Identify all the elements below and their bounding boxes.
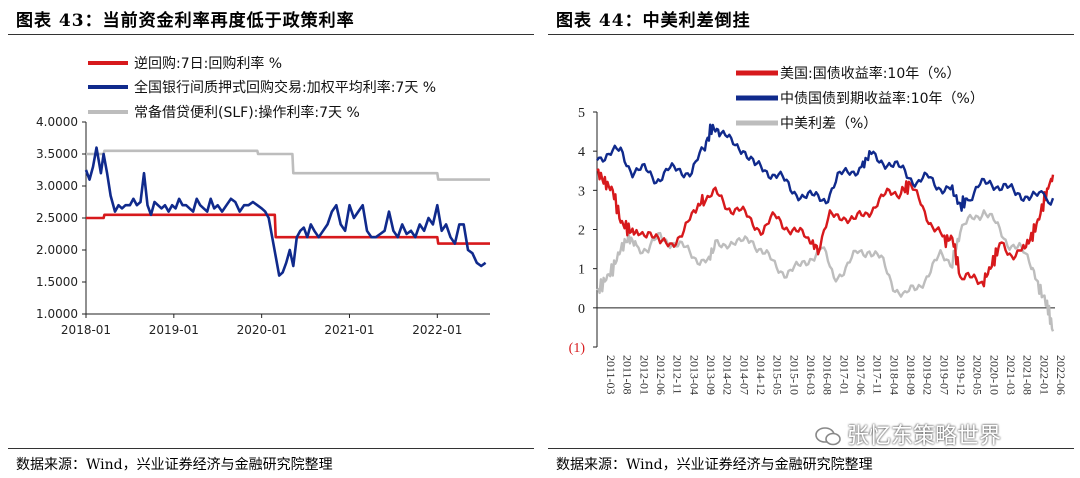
left-panel: 图表 43：当前资金利率再度低于政策利率 4.0000 3.5000 3.0000 2… — [8, 11, 534, 473]
x-tick-label: 2011-08 — [621, 355, 635, 395]
watermark: 张忆东策略世界 — [815, 418, 1001, 450]
x-tick-label: 2014-07 — [737, 355, 751, 395]
right-panel: 图表 44：中美利差倒挂 5 4 3 2 1 0 (1) 2011-03 2011-08 2012… — [540, 0, 1080, 478]
y-tick-label: (1) — [569, 341, 586, 356]
y-tick-label: 2.0000 — [36, 243, 78, 257]
x-tick-label: 2011-03 — [604, 355, 618, 395]
legend-label-2: 中美利差（%） — [780, 116, 877, 132]
x-tick-label: 2022-01 — [412, 323, 462, 337]
legend-label-1: 中债国债到期收益率:10年（%） — [780, 90, 984, 107]
right-top-rule — [548, 34, 1074, 35]
x-tick-label: 2016-08 — [821, 355, 835, 395]
x-tick-label: 2022-01 — [1037, 355, 1051, 395]
series-line-0 — [86, 213, 490, 245]
y-tick-label: 1 — [578, 263, 585, 278]
x-tick-label: 2021-03 — [1004, 355, 1018, 395]
right-source-note: 数据来源：Wind，兴业证券经济与金融研究院整理 — [556, 457, 873, 473]
x-tick-label: 2019-07 — [937, 355, 951, 395]
watermark-text: 张忆东策略世界 — [847, 424, 1002, 449]
x-tick-label: 2017-01 — [837, 355, 851, 395]
left-bottom-rule — [8, 448, 534, 449]
y-tick-label: 4.0000 — [36, 115, 78, 129]
y-tick-label: 5 — [578, 106, 585, 121]
series-line-2 — [86, 149, 490, 181]
x-tick-label: 2018-04 — [887, 355, 901, 395]
x-tick-label: 2018-01 — [61, 323, 111, 337]
right-chart-title: 图表 44：中美利差倒挂 — [556, 11, 751, 31]
y-tick-label: 2 — [578, 224, 585, 239]
legend-label-0: 逆回购:7日:回购利率 % — [134, 55, 282, 72]
series-line-1 — [596, 123, 1055, 212]
x-tick-label: 2021-01 — [324, 323, 374, 337]
y-tick-label: 3.5000 — [36, 147, 78, 161]
left-source-note: 数据来源：Wind，兴业证券经济与金融研究院整理 — [16, 457, 333, 473]
x-tick-label: 2014-12 — [754, 355, 768, 395]
legend-label-0: 美国:国债收益率:10年（%） — [780, 65, 961, 82]
x-tick-label: 2017-11 — [871, 355, 885, 395]
y-tick-label: 4 — [578, 145, 585, 160]
y-tick-label: 3 — [578, 184, 585, 199]
right-bottom-rule — [548, 448, 1074, 449]
x-tick-label: 2017-06 — [854, 355, 868, 395]
x-tick-label: 2012-06 — [654, 355, 668, 395]
left-top-rule — [8, 34, 534, 35]
series-line-0 — [596, 168, 1055, 288]
x-tick-label: 2020-10 — [987, 355, 1001, 395]
y-tick-label: 3.0000 — [36, 179, 78, 193]
x-tick-label: 2018-09 — [904, 355, 918, 395]
legend-label-2: 常备借贷便利(SLF):操作利率:7天 % — [134, 104, 360, 121]
y-tick-label: 1.5000 — [36, 275, 78, 289]
x-tick-label: 2015-05 — [771, 355, 785, 395]
y-tick-label: 0 — [578, 302, 585, 317]
x-tick-label: 2021-08 — [1021, 355, 1035, 395]
x-tick-label: 2020-05 — [971, 355, 985, 395]
x-tick-label: 2012-11 — [671, 355, 685, 395]
left-chart-title: 图表 43：当前资金利率再度低于政策利率 — [16, 11, 355, 31]
x-tick-label: 2013-09 — [704, 355, 718, 395]
x-tick-label: 2015-10 — [787, 355, 801, 395]
x-tick-label: 2019-02 — [921, 355, 935, 395]
series-line-2 — [596, 209, 1055, 332]
x-tick-label: 2022-06 — [1054, 355, 1068, 395]
series-line-1 — [84, 146, 487, 277]
x-tick-label: 2012-01 — [637, 355, 651, 395]
y-tick-label: 1.0000 — [36, 307, 78, 321]
x-tick-label: 2020-01 — [237, 323, 287, 337]
x-tick-label: 2014-02 — [721, 355, 735, 395]
left-chart: 4.0000 3.5000 3.0000 2.5000 2.0000 1.5000 1.00… — [36, 55, 490, 337]
x-tick-label: 2013-04 — [687, 355, 701, 395]
legend-label-1: 全国银行间质押式回购交易:加权平均利率:7天 % — [134, 79, 436, 96]
wechat-icon — [815, 427, 841, 446]
x-tick-label: 2016-03 — [804, 355, 818, 395]
x-tick-label: 2019-01 — [149, 323, 199, 337]
y-tick-label: 2.5000 — [36, 211, 78, 225]
x-tick-label: 2019-12 — [954, 355, 968, 395]
